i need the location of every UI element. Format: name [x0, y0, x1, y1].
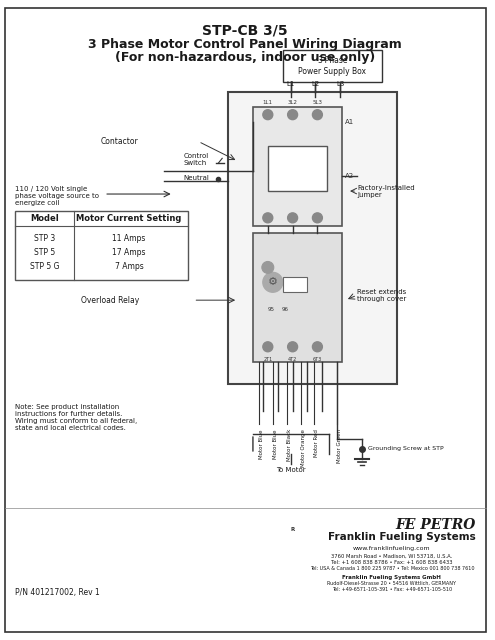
Text: Motor Red: Motor Red — [314, 429, 319, 457]
Circle shape — [287, 524, 298, 535]
Text: 2T1: 2T1 — [263, 356, 272, 362]
Text: L3: L3 — [336, 81, 345, 87]
Text: Motor Blue: Motor Blue — [259, 429, 264, 459]
Text: ⚙: ⚙ — [268, 277, 278, 287]
Text: Franklin Fueling Systems GmbH: Franklin Fueling Systems GmbH — [343, 575, 441, 580]
Circle shape — [288, 342, 297, 352]
Text: 3L2: 3L2 — [288, 100, 297, 105]
Text: Motor Current Setting: Motor Current Setting — [76, 214, 182, 223]
Text: 4T2: 4T2 — [288, 356, 297, 362]
Text: 96: 96 — [281, 307, 288, 312]
Circle shape — [263, 109, 273, 120]
Text: 1L1: 1L1 — [263, 100, 273, 105]
Text: 17 Amps: 17 Amps — [112, 248, 146, 257]
Bar — [15, 211, 189, 280]
Text: A1: A1 — [345, 118, 354, 125]
Text: Contactor: Contactor — [101, 137, 139, 146]
Text: 3760 Marsh Road • Madison, WI 53718, U.S.A.: 3760 Marsh Road • Madison, WI 53718, U.S… — [331, 554, 452, 559]
Text: Factory-Installed
Jumper: Factory-Installed Jumper — [357, 184, 415, 198]
Text: FE PETRO: FE PETRO — [396, 518, 476, 532]
Text: Franklin Fueling Systems: Franklin Fueling Systems — [328, 532, 476, 542]
Circle shape — [312, 342, 322, 352]
Circle shape — [288, 109, 297, 120]
Text: STP 5: STP 5 — [34, 248, 55, 257]
Text: Motor Black: Motor Black — [287, 429, 292, 461]
Text: 95: 95 — [267, 307, 274, 312]
Text: To Motor: To Motor — [276, 467, 306, 473]
Text: Model: Model — [30, 214, 59, 223]
Text: Motor Blue: Motor Blue — [273, 429, 278, 459]
Text: Reset extends
through cover: Reset extends through cover — [357, 289, 406, 301]
Bar — [283, 277, 307, 292]
Circle shape — [312, 109, 322, 120]
Circle shape — [312, 213, 322, 223]
Text: Tel: +1 608 838 8786 • Fax: +1 608 838 6433: Tel: +1 608 838 8786 • Fax: +1 608 838 6… — [331, 560, 452, 565]
Text: 110 / 120 Volt single
phase voltage source to
energize coil: 110 / 120 Volt single phase voltage sour… — [15, 186, 99, 206]
Circle shape — [263, 342, 273, 352]
Bar — [283, 50, 382, 82]
Text: Control
Switch: Control Switch — [184, 153, 209, 166]
Circle shape — [263, 273, 283, 292]
Text: STP 3: STP 3 — [34, 234, 55, 243]
Text: Overload Relay: Overload Relay — [81, 296, 139, 305]
Text: 7 Amps: 7 Amps — [114, 262, 144, 271]
Text: Motor Green: Motor Green — [337, 429, 342, 463]
Text: Grounding Screw at STP: Grounding Screw at STP — [368, 447, 444, 451]
Text: Motor Orange: Motor Orange — [300, 429, 305, 467]
Text: Tel: USA & Canada 1 800 225 9787 • Tel: Mexico 001 800 738 7610: Tel: USA & Canada 1 800 225 9787 • Tel: … — [309, 566, 474, 571]
Circle shape — [288, 213, 297, 223]
Text: Neutral: Neutral — [184, 175, 209, 181]
Text: L2: L2 — [311, 81, 320, 87]
Text: L1: L1 — [287, 81, 295, 87]
Text: 11 Amps: 11 Amps — [112, 234, 146, 243]
Bar — [228, 92, 397, 385]
Text: 3 Phase Motor Control Panel Wiring Diagram: 3 Phase Motor Control Panel Wiring Diagr… — [88, 38, 402, 51]
Text: www.franklinfueling.com: www.franklinfueling.com — [353, 546, 431, 551]
Circle shape — [263, 213, 273, 223]
Text: 3-Phase
Power Supply Box: 3-Phase Power Supply Box — [298, 56, 366, 76]
Text: R: R — [291, 527, 295, 532]
Text: Rudolf-Diesel-Strasse 20 • 54516 Wittlich, GERMANY: Rudolf-Diesel-Strasse 20 • 54516 Wittlic… — [327, 581, 456, 586]
Text: Note: See product installation
instructions for further details.
Wiring must con: Note: See product installation instructi… — [15, 404, 137, 431]
Text: (For non-hazardous, indoor use only): (For non-hazardous, indoor use only) — [115, 51, 375, 63]
Text: STP-CB 3/5: STP-CB 3/5 — [202, 24, 288, 37]
Bar — [253, 107, 342, 226]
Bar — [268, 147, 327, 191]
Bar — [253, 233, 342, 362]
Circle shape — [262, 262, 274, 273]
Text: Tel: +49-6571-105-391 • Fax: +49-6571-105-510: Tel: +49-6571-105-391 • Fax: +49-6571-10… — [332, 587, 452, 592]
Text: 6T3: 6T3 — [313, 356, 322, 362]
Text: P/N 401217002, Rev 1: P/N 401217002, Rev 1 — [15, 588, 99, 597]
Text: A2: A2 — [345, 173, 354, 179]
Text: 5L3: 5L3 — [312, 100, 322, 105]
Text: STP 5 G: STP 5 G — [30, 262, 59, 271]
